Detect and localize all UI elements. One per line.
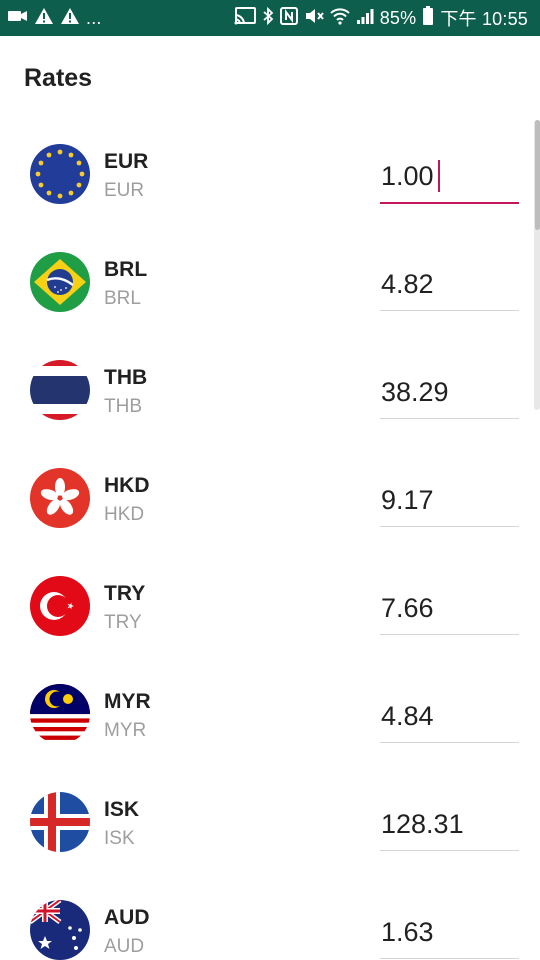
- battery-percent: 85%: [379, 7, 417, 28]
- rate-row-isk[interactable]: ISK ISK: [0, 764, 540, 872]
- scrollbar-thumb[interactable]: [535, 120, 540, 230]
- text-cursor: [438, 160, 440, 192]
- clock: 下午 10:55: [440, 9, 528, 29]
- currency-code: HKD: [104, 474, 150, 497]
- thailand-flag-icon: [30, 360, 90, 420]
- currency-code: AUD: [104, 906, 150, 929]
- amount-input-aud[interactable]: [380, 912, 519, 959]
- app-bar: Rates: [0, 36, 540, 116]
- video-icon: [8, 8, 28, 28]
- currency-name: AUD: [104, 936, 145, 957]
- amount-input-isk[interactable]: [380, 804, 519, 851]
- bluetooth-icon: [262, 6, 274, 30]
- hong-kong-flag-icon: [30, 468, 90, 528]
- mute-icon: [304, 7, 324, 30]
- status-bar-left: ...: [8, 0, 102, 36]
- currency-name: MYR: [104, 720, 147, 741]
- amount-input-thb[interactable]: [380, 372, 519, 419]
- amount-input-brl[interactable]: [380, 264, 519, 311]
- wifi-icon: [330, 7, 350, 30]
- status-bar: ... 85% 下午 10:55: [0, 0, 540, 36]
- amount-input-hkd[interactable]: [380, 480, 519, 527]
- amount-input-myr[interactable]: [380, 696, 519, 743]
- scrollbar-track[interactable]: [534, 120, 540, 410]
- currency-code: BRL: [104, 258, 148, 281]
- rate-row-try[interactable]: TRY TRY: [0, 548, 540, 656]
- currency-code: EUR: [104, 150, 149, 173]
- page-title: Rates: [24, 64, 93, 92]
- rate-row-thb[interactable]: THB THB: [0, 332, 540, 440]
- rate-row-hkd[interactable]: HKD HKD: [0, 440, 540, 548]
- battery-icon: [422, 5, 434, 31]
- rate-row-eur[interactable]: EUR EUR: [0, 116, 540, 224]
- rate-row-brl[interactable]: BRL BRL: [0, 224, 540, 332]
- eu-flag-icon: [30, 144, 90, 204]
- iceland-flag-icon: [30, 792, 90, 852]
- currency-name: HKD: [104, 504, 145, 525]
- amount-input-try[interactable]: [380, 588, 519, 635]
- cast-icon: [234, 6, 256, 30]
- currency-name: BRL: [104, 288, 141, 309]
- amount-input-eur[interactable]: [380, 156, 519, 204]
- currency-code: TRY: [104, 582, 146, 605]
- brazil-flag-icon: [30, 252, 90, 312]
- warning-icon: [34, 7, 54, 30]
- currency-code: ISK: [104, 798, 140, 821]
- rates-list[interactable]: EUR EUR BRL BRL THB: [0, 116, 540, 960]
- rate-row-aud[interactable]: AUD AUD: [0, 872, 540, 960]
- currency-code: THB: [104, 366, 148, 389]
- currency-name: THB: [104, 396, 142, 417]
- nfc-icon: [279, 6, 298, 30]
- currency-name: ISK: [104, 828, 135, 849]
- malaysia-flag-icon: [30, 684, 90, 744]
- currency-name: TRY: [104, 612, 142, 633]
- australia-flag-icon: [30, 900, 90, 960]
- signal-icon: [356, 7, 374, 30]
- currency-code: MYR: [104, 690, 151, 713]
- currency-name: EUR: [104, 180, 145, 201]
- rate-row-myr[interactable]: MYR MYR: [0, 656, 540, 764]
- status-more: ...: [86, 7, 102, 28]
- status-bar-right: 85% 下午 10:55: [234, 0, 528, 36]
- warning-icon: [60, 7, 80, 30]
- turkey-flag-icon: [30, 576, 90, 636]
